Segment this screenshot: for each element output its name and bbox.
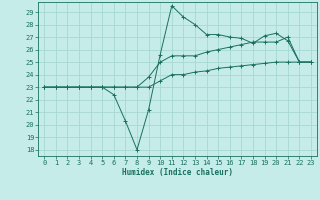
X-axis label: Humidex (Indice chaleur): Humidex (Indice chaleur): [122, 168, 233, 177]
